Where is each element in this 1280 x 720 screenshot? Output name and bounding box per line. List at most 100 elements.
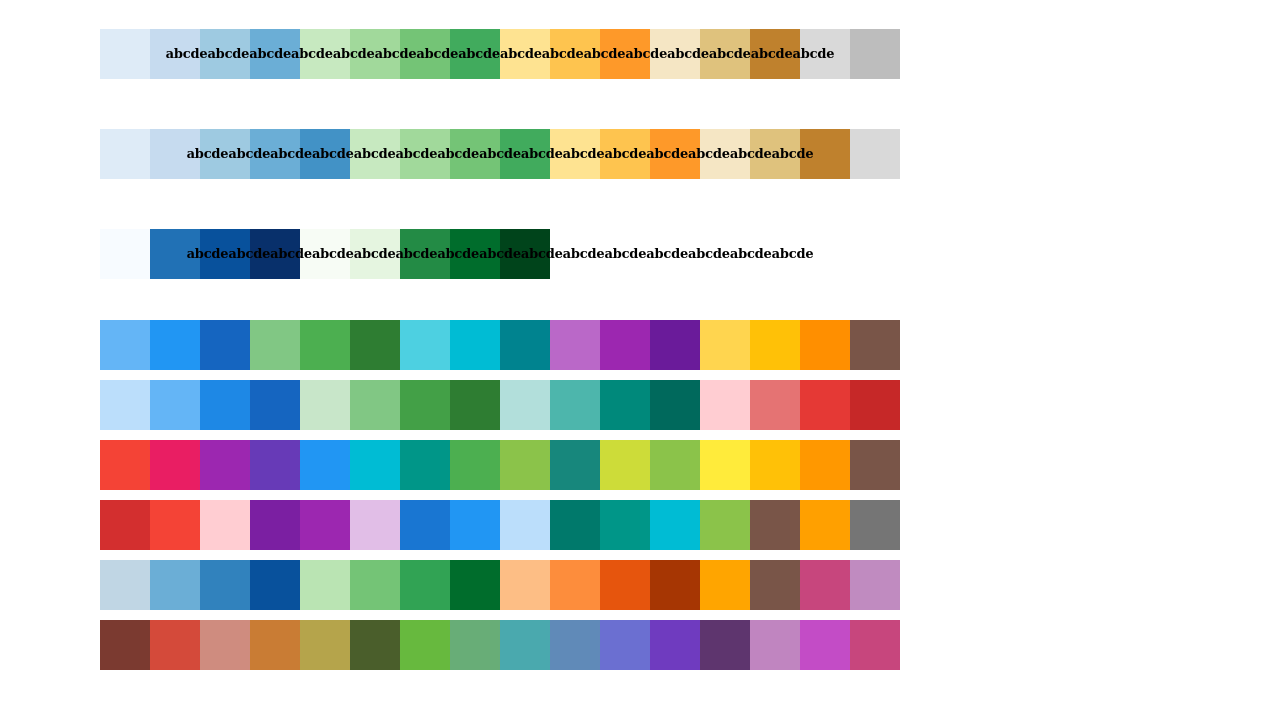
- color-swatch: [650, 29, 700, 79]
- color-swatch: [100, 440, 150, 490]
- color-swatch: [600, 620, 650, 670]
- palette-row-1-label: abcdeabcdeabcdeabcdeabcdeabcdeabcdeabcde…: [165, 46, 835, 62]
- color-swatch: [800, 440, 850, 490]
- palette-row-4: [100, 320, 900, 370]
- color-swatch: [600, 500, 650, 550]
- color-swatch: [200, 129, 250, 179]
- palette-row-3-label-wrap: abcdeabcdeabcdeabcdeabcdeabcdeabcdeabcde…: [100, 229, 900, 279]
- color-swatch: [300, 320, 350, 370]
- color-swatch: [550, 620, 600, 670]
- color-swatch: [550, 440, 600, 490]
- color-swatch: [500, 29, 550, 79]
- color-swatch: [450, 29, 500, 79]
- color-swatch: [800, 129, 850, 179]
- color-swatch: [200, 560, 250, 610]
- color-swatch: [650, 320, 700, 370]
- color-swatch: [800, 380, 850, 430]
- color-swatch: [100, 560, 150, 610]
- color-swatch: [250, 380, 300, 430]
- palette-row-9: [100, 620, 900, 670]
- color-swatch: [700, 440, 750, 490]
- color-swatch: [600, 320, 650, 370]
- color-swatch: [800, 29, 850, 79]
- color-swatch: [800, 620, 850, 670]
- color-swatch: [500, 620, 550, 670]
- color-swatch: [650, 560, 700, 610]
- color-swatch: [450, 440, 500, 490]
- color-swatch: [550, 320, 600, 370]
- color-swatch: [200, 29, 250, 79]
- color-swatch: [500, 320, 550, 370]
- color-swatch: [500, 500, 550, 550]
- color-swatch: [600, 440, 650, 490]
- color-swatch: [300, 440, 350, 490]
- color-swatch: [150, 560, 200, 610]
- color-swatch: [350, 129, 400, 179]
- color-swatch: [350, 29, 400, 79]
- color-swatch: [750, 620, 800, 670]
- color-swatch: [250, 620, 300, 670]
- color-swatch: [500, 380, 550, 430]
- color-swatch: [850, 29, 900, 79]
- color-swatch: [750, 440, 800, 490]
- color-swatch: [700, 500, 750, 550]
- color-swatch: [550, 29, 600, 79]
- palette-row-2-label-wrap: abcdeabcdeabcdeabcdeabcdeabcdeabcdeabcde…: [100, 129, 900, 179]
- color-swatch: [150, 500, 200, 550]
- color-swatch: [750, 29, 800, 79]
- color-swatch: [350, 500, 400, 550]
- color-swatch: [650, 620, 700, 670]
- palette-row-2: [100, 129, 900, 179]
- color-swatch: [400, 560, 450, 610]
- palette-row-8: [100, 560, 900, 610]
- color-swatch: [300, 29, 350, 79]
- color-swatch: [500, 129, 550, 179]
- color-swatch: [400, 620, 450, 670]
- color-swatch: [550, 380, 600, 430]
- color-swatch: [700, 29, 750, 79]
- color-swatch: [450, 129, 500, 179]
- color-swatch: [200, 440, 250, 490]
- color-swatch: [200, 500, 250, 550]
- color-swatch: [550, 500, 600, 550]
- color-swatch: [450, 560, 500, 610]
- color-swatch: [200, 620, 250, 670]
- palette-row-6: [100, 440, 900, 490]
- color-swatch: [500, 440, 550, 490]
- color-swatch: [100, 29, 150, 79]
- color-swatch: [500, 229, 550, 279]
- color-swatch: [300, 500, 350, 550]
- color-swatch: [250, 440, 300, 490]
- color-swatch: [750, 560, 800, 610]
- color-swatch: [400, 380, 450, 430]
- color-swatch: [150, 440, 200, 490]
- color-swatch: [750, 500, 800, 550]
- color-swatch: [300, 229, 350, 279]
- color-swatch: [250, 320, 300, 370]
- color-swatch: [600, 380, 650, 430]
- palette-row-1-label-wrap: abcdeabcdeabcdeabcdeabcdeabcdeabcdeabcde…: [100, 29, 900, 79]
- palette-row-3-label: abcdeabcdeabcdeabcdeabcdeabcdeabcdeabcde…: [186, 246, 814, 262]
- color-swatch: [850, 560, 900, 610]
- color-swatch: [700, 620, 750, 670]
- color-swatch: [450, 320, 500, 370]
- color-swatch: [600, 129, 650, 179]
- color-swatch: [250, 229, 300, 279]
- color-swatch: [800, 500, 850, 550]
- color-swatch: [750, 320, 800, 370]
- color-swatch: [400, 500, 450, 550]
- color-swatch: [400, 229, 450, 279]
- palette-row-7: [100, 500, 900, 550]
- color-swatch: [300, 380, 350, 430]
- color-swatch: [150, 320, 200, 370]
- color-swatch: [750, 380, 800, 430]
- color-swatch: [650, 440, 700, 490]
- color-swatch: [450, 380, 500, 430]
- color-swatch: [550, 129, 600, 179]
- color-swatch: [450, 500, 500, 550]
- color-swatch: [150, 29, 200, 79]
- color-swatch: [350, 620, 400, 670]
- palette-row-2-label: abcdeabcdeabcdeabcdeabcdeabcdeabcdeabcde…: [186, 146, 814, 162]
- color-swatch: [400, 440, 450, 490]
- color-swatch: [850, 320, 900, 370]
